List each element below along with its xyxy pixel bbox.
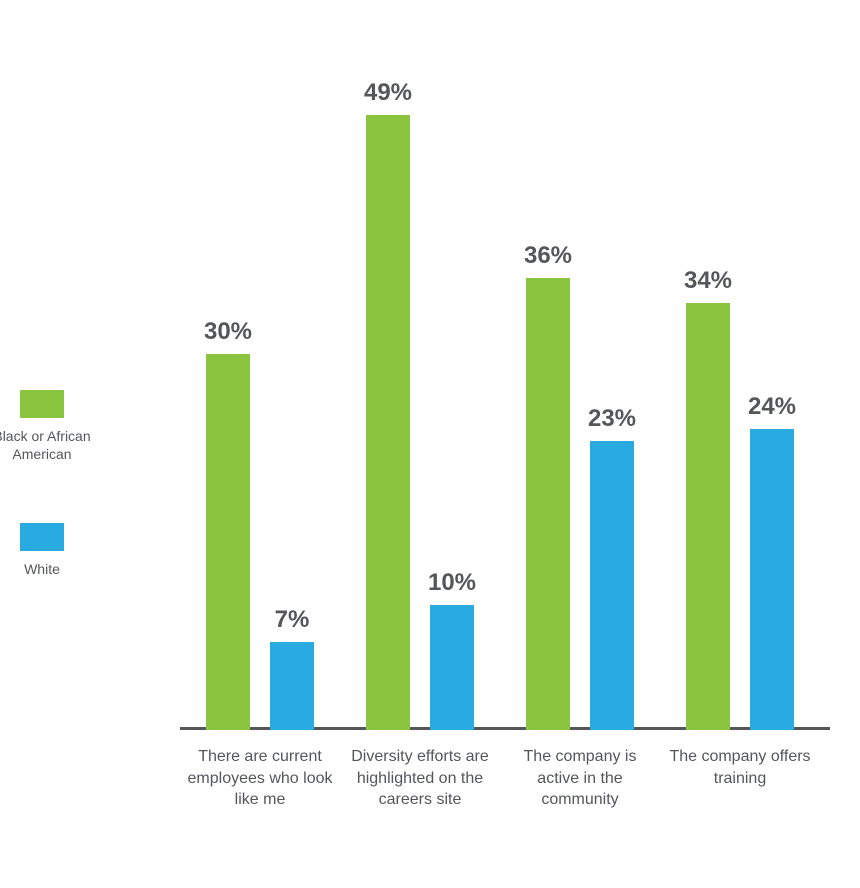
legend-item: White <box>20 523 150 579</box>
value-label: 36% <box>508 242 588 270</box>
legend-swatch-s1 <box>20 523 64 551</box>
value-label: 24% <box>732 393 812 421</box>
value-label: 34% <box>668 267 748 295</box>
value-label: 30% <box>188 318 268 346</box>
bar-s1 <box>590 441 634 730</box>
legend-item: Black or African American <box>20 390 150 463</box>
value-label: 7% <box>252 606 332 634</box>
legend-swatch-s0 <box>20 390 64 418</box>
bar-s0 <box>526 278 570 730</box>
bar-s1 <box>430 605 474 730</box>
bar-s0 <box>686 303 730 730</box>
legend-label: Black or African American <box>0 428 97 463</box>
legend-label: White <box>0 561 97 579</box>
category-label: Diversity efforts are highlighted on the… <box>340 746 500 811</box>
value-label: 49% <box>348 79 428 107</box>
category-label: There are current employees who look lik… <box>180 746 340 811</box>
bar-s1 <box>750 429 794 730</box>
chart-container: Black or African American White 30% 7% T… <box>0 0 860 888</box>
category-label: The company offers training <box>660 746 820 789</box>
category-label: The company is active in the community <box>500 746 660 811</box>
value-label: 23% <box>572 405 652 433</box>
bar-s0 <box>206 354 250 730</box>
value-label: 10% <box>412 569 492 597</box>
legend: Black or African American White <box>20 390 150 639</box>
plot-area: 30% 7% There are current employees who l… <box>180 40 840 730</box>
bar-s1 <box>270 642 314 730</box>
bar-s0 <box>366 115 410 730</box>
